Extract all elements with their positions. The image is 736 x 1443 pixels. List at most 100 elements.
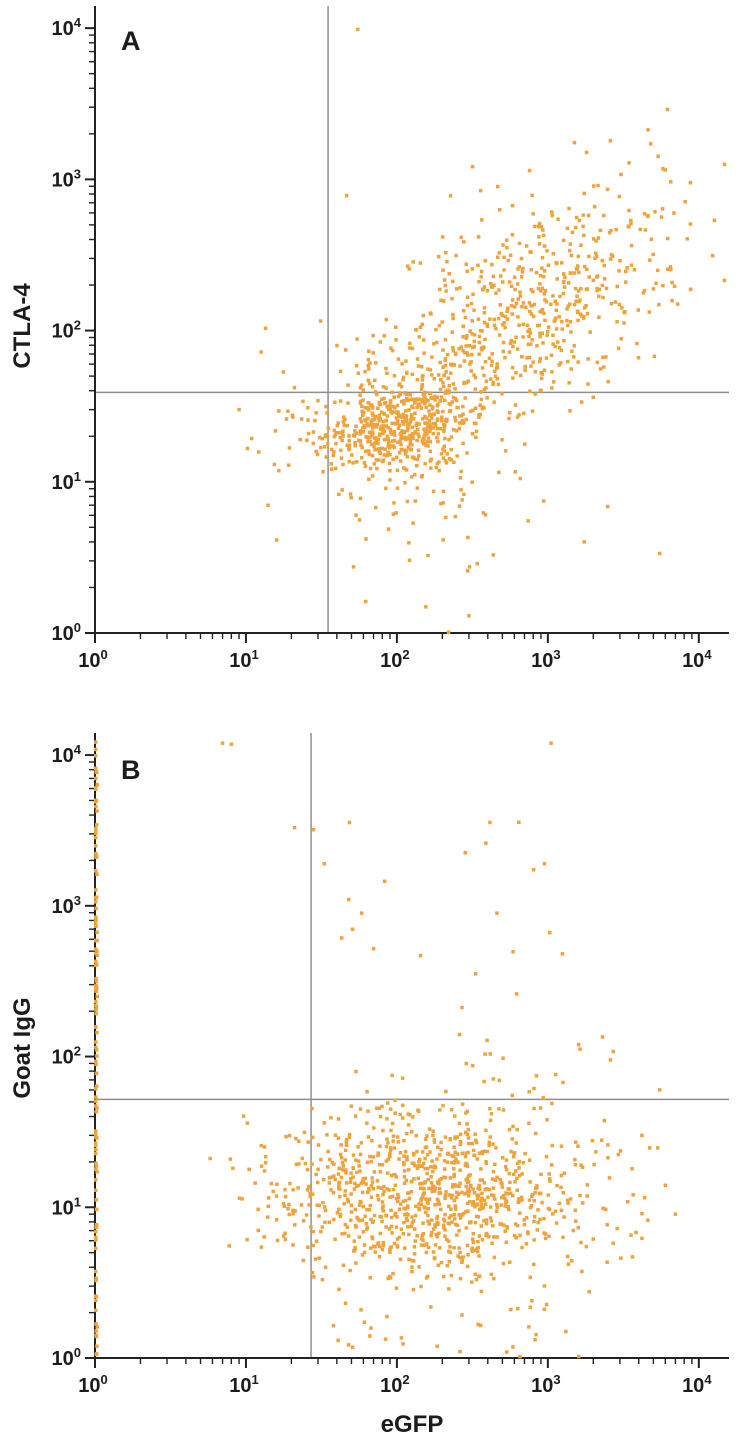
data-point [386, 1157, 390, 1162]
data-point [419, 475, 424, 479]
data-point [474, 1140, 479, 1145]
data-point [410, 455, 415, 459]
data-point [505, 317, 510, 321]
data-point [539, 289, 543, 293]
data-point [392, 1173, 396, 1177]
data-point [94, 1198, 98, 1202]
data-point [347, 820, 352, 825]
data-point [378, 427, 383, 431]
data-point [388, 430, 393, 435]
data-point [350, 927, 355, 931]
data-point [306, 1245, 310, 1249]
data-point [605, 1223, 609, 1227]
data-point [467, 1141, 471, 1146]
data-point [509, 1307, 513, 1312]
data-point [263, 1154, 268, 1159]
data-point [437, 1231, 441, 1236]
data-point [94, 979, 99, 983]
data-point [395, 468, 400, 472]
tick-label: 102 [380, 1372, 409, 1397]
data-point [366, 357, 371, 362]
data-point [452, 1154, 456, 1159]
data-point [94, 1045, 98, 1050]
data-point [228, 1157, 233, 1161]
data-point [600, 283, 605, 288]
data-point [663, 168, 667, 172]
data-point [670, 280, 674, 285]
data-point [461, 309, 466, 313]
data-point [94, 1207, 99, 1212]
data-point [499, 1222, 504, 1226]
data-point [410, 346, 415, 351]
data-point [95, 953, 99, 957]
data-point [606, 1143, 610, 1147]
data-point [360, 413, 365, 418]
data-point [413, 1239, 417, 1243]
data-point [546, 325, 551, 329]
data-point [310, 1135, 315, 1140]
data-point [394, 511, 398, 515]
data-point [384, 1159, 389, 1163]
data-point [391, 1134, 396, 1138]
data-point [582, 191, 586, 196]
data-point [354, 431, 359, 435]
data-point [333, 1133, 338, 1137]
data-point [458, 1132, 463, 1137]
data-point [403, 1246, 407, 1250]
data-point [510, 1137, 515, 1141]
data-point [429, 1233, 433, 1238]
data-point [451, 1183, 455, 1187]
data-point [460, 1313, 464, 1317]
data-point [341, 1263, 346, 1267]
data-point [414, 398, 419, 402]
data-point [604, 355, 608, 359]
data-point [368, 1334, 372, 1338]
data-point [94, 1104, 98, 1108]
data-point [396, 1199, 400, 1204]
data-point [592, 1162, 596, 1167]
data-point [94, 844, 98, 848]
data-point [408, 447, 412, 451]
data-point [535, 323, 540, 328]
data-point [508, 1180, 512, 1185]
data-point [649, 142, 653, 146]
data-point [562, 285, 567, 289]
data-point [530, 338, 534, 342]
data-point [478, 328, 483, 333]
data-point [361, 1230, 366, 1234]
data-point [467, 614, 471, 618]
data-point [451, 395, 456, 400]
data-point [390, 390, 394, 395]
data-point [425, 1171, 429, 1176]
data-point [419, 406, 424, 410]
data-point [617, 194, 622, 199]
data-point [376, 1185, 381, 1190]
data-point [540, 372, 544, 376]
data-point [614, 227, 618, 232]
data-point [669, 180, 673, 184]
data-point [515, 1223, 520, 1228]
data-point [528, 250, 532, 254]
data-point [486, 1195, 490, 1199]
data-point [443, 1175, 448, 1180]
data-point [453, 351, 458, 356]
data-point [435, 1157, 439, 1161]
data-point [408, 439, 413, 443]
data-point [538, 282, 542, 286]
data-point [429, 466, 433, 470]
data-point [359, 383, 364, 387]
data-point [514, 371, 518, 375]
data-point [292, 386, 297, 390]
data-point [274, 538, 279, 542]
data-point [532, 302, 537, 307]
data-point [331, 1191, 336, 1195]
data-point [95, 994, 99, 999]
data-point [386, 426, 390, 430]
data-point [367, 477, 371, 481]
data-point [432, 342, 436, 346]
data-point [327, 1220, 331, 1224]
data-point [378, 451, 382, 456]
data-point [503, 355, 507, 360]
data-point [439, 1260, 444, 1265]
data-point [683, 199, 687, 204]
